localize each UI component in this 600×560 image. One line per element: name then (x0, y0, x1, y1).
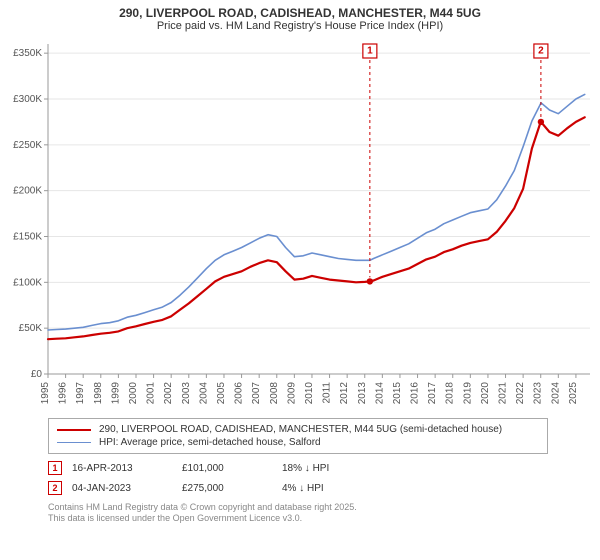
legend: 290, LIVERPOOL ROAD, CADISHEAD, MANCHEST… (48, 418, 548, 454)
x-tick-label: 2015 (392, 382, 403, 405)
x-tick-label: 2002 (163, 382, 174, 405)
y-tick-label: £300K (13, 94, 42, 105)
y-tick-label: £100K (13, 277, 42, 288)
legend-label: HPI: Average price, semi-detached house,… (99, 437, 321, 448)
marker-label: 1 (367, 46, 373, 57)
x-tick-label: 2009 (286, 382, 297, 405)
x-tick-label: 2008 (269, 382, 280, 405)
sales-table: 1 16-APR-2013 £101,000 18% ↓ HPI 2 04-JAN-202… (48, 458, 548, 498)
x-tick-label: 2011 (322, 382, 333, 404)
x-tick-label: 1997 (75, 382, 86, 405)
legend-label: 290, LIVERPOOL ROAD, CADISHEAD, MANCHEST… (99, 424, 502, 435)
series-hpi (48, 94, 585, 330)
sales-delta: 4% ↓ HPI (282, 483, 382, 494)
x-tick-label: 2018 (445, 382, 456, 405)
sales-price: £275,000 (182, 483, 272, 494)
x-tick-label: 2004 (198, 382, 209, 405)
y-tick-label: £150K (13, 232, 42, 243)
sales-date: 04-JAN-2023 (72, 483, 172, 494)
x-tick-label: 1996 (58, 382, 69, 405)
x-tick-label: 2021 (498, 382, 509, 405)
x-tick-label: 2024 (550, 382, 561, 405)
y-tick-label: £350K (13, 48, 42, 59)
footer-line1: Contains HM Land Registry data © Crown c… (48, 502, 580, 513)
sales-row: 1 16-APR-2013 £101,000 18% ↓ HPI (48, 458, 548, 478)
footer-attribution: Contains HM Land Registry data © Crown c… (48, 502, 580, 525)
marker-dot (538, 119, 544, 125)
marker-label: 2 (538, 46, 544, 57)
x-tick-label: 2010 (304, 382, 315, 405)
x-tick-label: 2013 (357, 382, 368, 405)
x-tick-label: 1998 (93, 382, 104, 405)
x-tick-label: 2006 (234, 382, 245, 405)
sales-date: 16-APR-2013 (72, 463, 172, 474)
footer-line2: This data is licensed under the Open Gov… (48, 513, 580, 524)
y-tick-label: £50K (19, 323, 43, 334)
line-chart-svg: £0 £50K £100K £150K £200K £250K £300K £350K 1995… (0, 34, 600, 414)
chart-subtitle: Price paid vs. HM Land Registry's House … (10, 20, 590, 32)
x-tick-label: 2016 (410, 382, 421, 405)
series-property (48, 117, 585, 339)
chart-title: 290, LIVERPOOL ROAD, CADISHEAD, MANCHEST… (10, 6, 590, 20)
x-tick-label: 1999 (110, 382, 121, 405)
chart-title-block: 290, LIVERPOOL ROAD, CADISHEAD, MANCHEST… (0, 0, 600, 34)
x-tick-label: 2007 (251, 382, 262, 405)
x-tick-label: 2001 (146, 382, 157, 405)
y-tick-label: £200K (13, 186, 42, 197)
x-tick-label: 2025 (568, 382, 579, 405)
legend-swatch (57, 429, 91, 431)
sales-delta: 18% ↓ HPI (282, 463, 382, 474)
x-tick-label: 2005 (216, 382, 227, 405)
legend-row: 290, LIVERPOOL ROAD, CADISHEAD, MANCHEST… (57, 423, 539, 436)
chart-container: £0 £50K £100K £150K £200K £250K £300K £350K 1995… (0, 34, 600, 414)
legend-row: HPI: Average price, semi-detached house,… (57, 436, 539, 449)
x-tick-label: 2020 (480, 382, 491, 405)
x-tick-label: 2012 (339, 382, 350, 405)
y-tick-label: £0 (31, 369, 43, 380)
sales-marker: 2 (48, 481, 62, 495)
x-tick-label: 2017 (427, 382, 438, 405)
legend-swatch (57, 442, 91, 443)
y-tick-label: £250K (13, 140, 42, 151)
x-tick-label: 2014 (374, 382, 385, 405)
x-tick-label: 2023 (533, 382, 544, 405)
x-tick-label: 2022 (515, 382, 526, 405)
x-tick-label: 2003 (181, 382, 192, 405)
sales-row: 2 04-JAN-2023 £275,000 4% ↓ HPI (48, 478, 548, 498)
sales-marker: 1 (48, 461, 62, 475)
marker-dot (367, 278, 373, 284)
x-tick-label: 2019 (462, 382, 473, 405)
sales-price: £101,000 (182, 463, 272, 474)
x-tick-label: 2000 (128, 382, 139, 405)
x-tick-label: 1995 (40, 382, 51, 405)
